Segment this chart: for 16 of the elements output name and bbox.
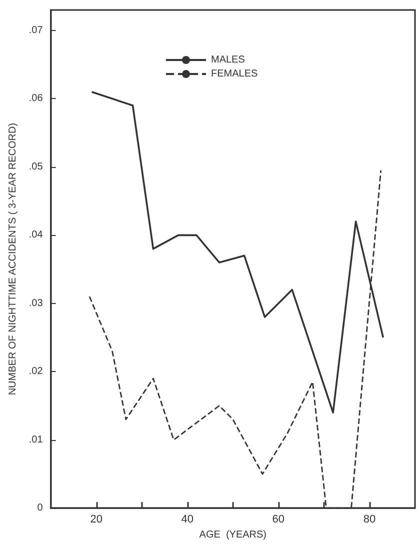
x-tick-label: 60	[272, 514, 285, 526]
y-axis-title: NUMBER OF NIGHTTIME ACCIDENTS ( 3-YEAR RECORD)	[8, 122, 18, 396]
y-tick-label: .07	[28, 24, 44, 36]
legend-label: MALES	[211, 54, 246, 66]
x-axis-title: AGE (YEARS)	[199, 530, 267, 540]
x-tick-label: 20	[90, 514, 102, 526]
x-tick-label: 80	[363, 514, 376, 526]
y-tick-label: 0	[37, 502, 44, 514]
x-tick-label: 40	[181, 514, 194, 526]
legend-label: FEMALES	[211, 68, 258, 80]
y-tick-label: .05	[28, 161, 44, 172]
y-tick-label: .03	[28, 298, 44, 309]
y-tick-label: .01	[28, 434, 44, 446]
y-tick-label: .02	[28, 366, 44, 378]
y-tick-label: .06	[28, 93, 44, 104]
y-tick-label: .04	[28, 230, 44, 241]
